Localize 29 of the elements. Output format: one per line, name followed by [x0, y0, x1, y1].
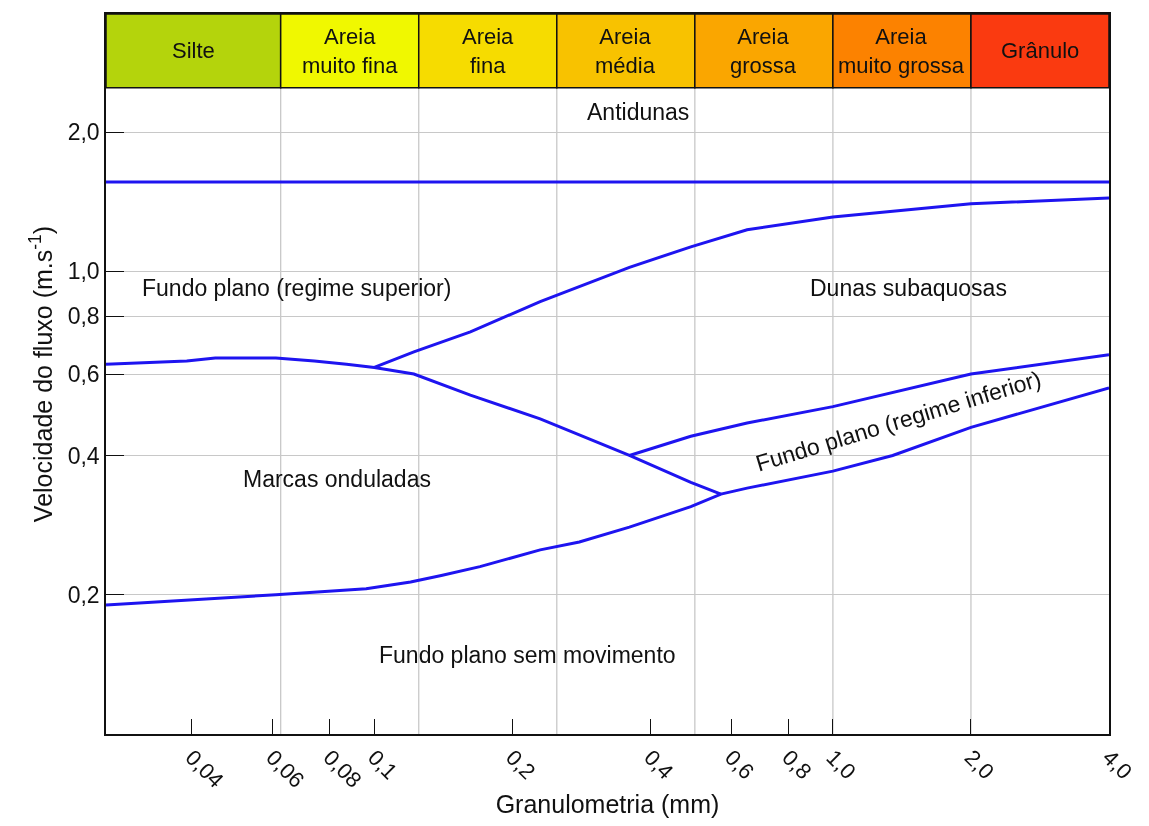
annotation: Fundo plano (regime superior) — [142, 275, 452, 301]
x-tick-label: 0,04 — [180, 744, 229, 793]
band-label: Areia muito fina — [302, 24, 399, 78]
y-tick-label: 2,0 — [67, 119, 100, 146]
y-tick-label: 1,0 — [67, 258, 100, 285]
band-label: Silte — [172, 38, 215, 63]
band-label: Areia muito grossa — [838, 24, 965, 78]
annotation: Antidunas — [587, 99, 690, 125]
band-label: Grânulo — [1001, 38, 1080, 63]
x-tick-label: 2,0 — [959, 744, 999, 785]
x-tick-label: 0,4 — [639, 744, 679, 785]
band-label: Areia fina — [462, 24, 515, 78]
x-tick-label: 0,8 — [777, 744, 817, 785]
x-tick-label: 0,06 — [261, 744, 310, 793]
y-tick-label: 0,8 — [67, 303, 100, 330]
y-tick-label: 0,2 — [67, 581, 100, 608]
x-axis-title: Granulometria (mm) — [495, 790, 720, 819]
y-tick-label: 0,4 — [67, 442, 100, 469]
y-tick-label: 0,6 — [67, 361, 100, 388]
x-tick-label: 4,0 — [1097, 744, 1137, 785]
annotation: Fundo plano (regime inferior) — [752, 365, 1045, 477]
x-tick-label: 1,0 — [821, 744, 861, 785]
annotation: Fundo plano sem movimento — [379, 642, 676, 668]
x-tick-label: 0,6 — [719, 744, 760, 785]
x-tick-label: 0,2 — [501, 744, 541, 785]
annotation: Dunas subaquosas — [810, 275, 1007, 301]
band-label: Areia média — [595, 24, 656, 78]
band-label: Areia grossa — [730, 24, 797, 78]
annotation: Marcas onduladas — [243, 466, 431, 492]
